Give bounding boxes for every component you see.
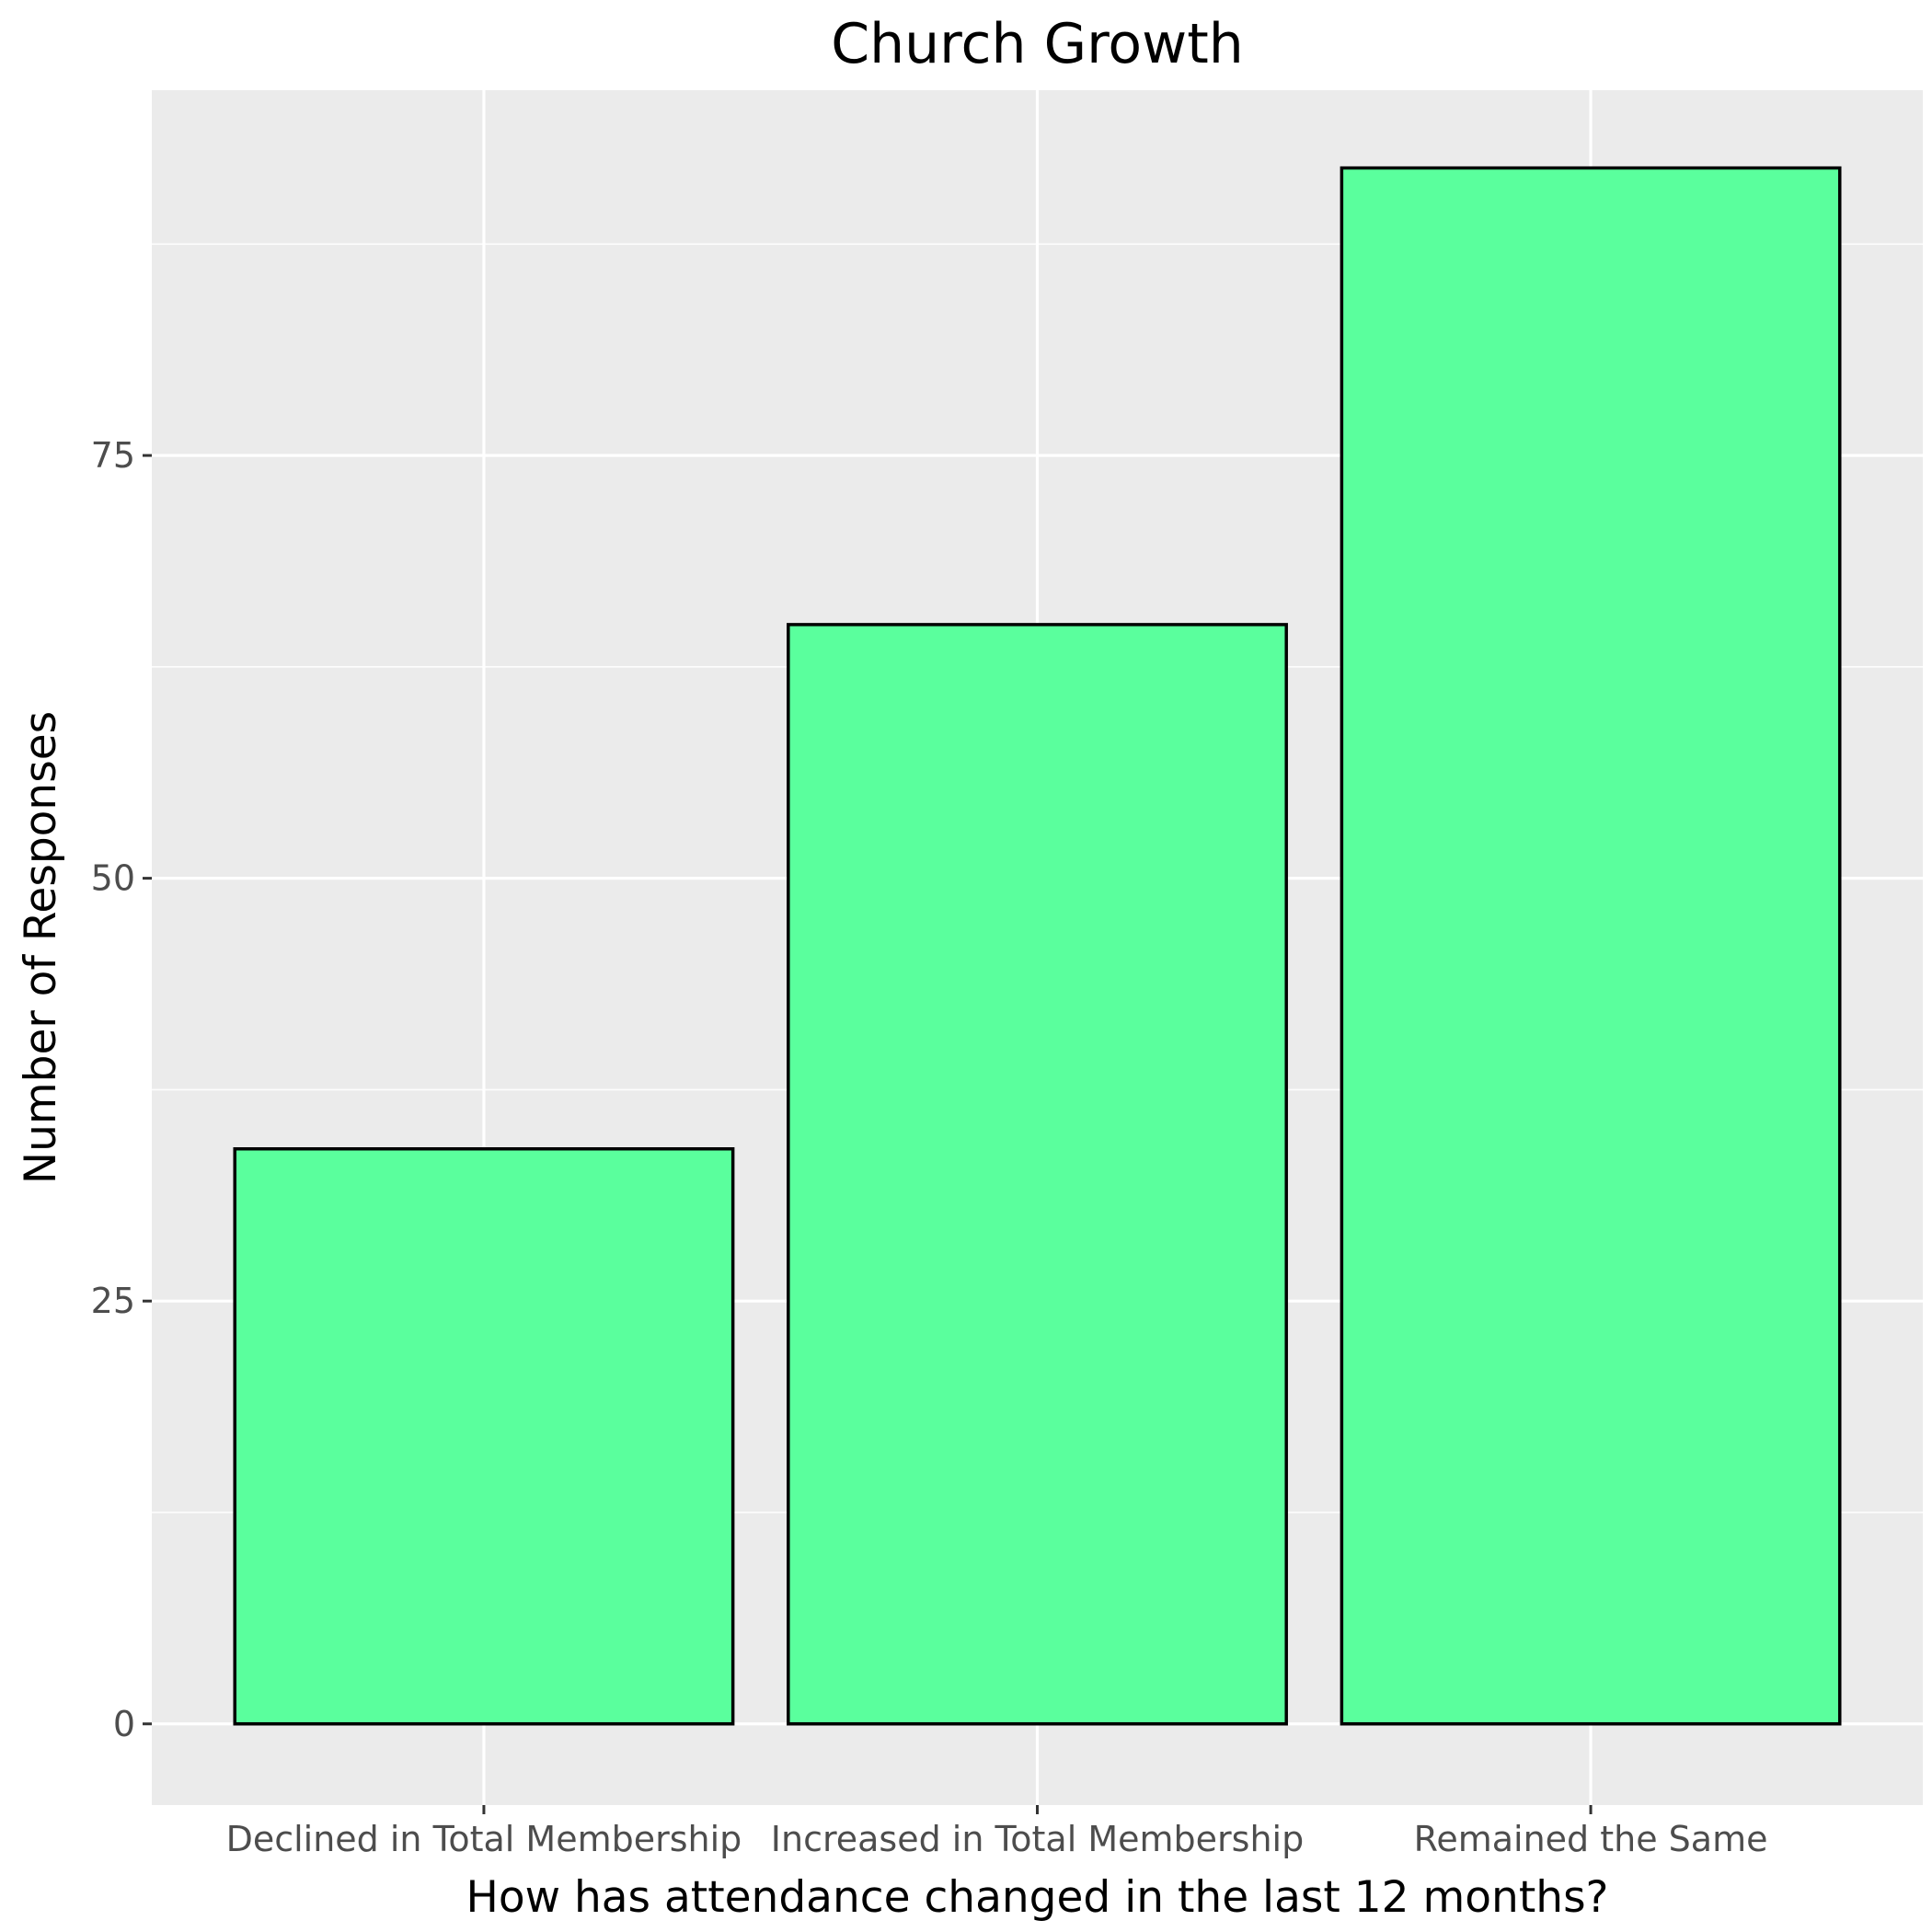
y-axis: 0 25 50 75 (91, 435, 152, 1744)
bar (1340, 166, 1842, 1726)
bar (787, 623, 1288, 1726)
bars (233, 166, 1842, 1726)
y-axis-title: Number of Responses (16, 711, 66, 1184)
x-tick-label: Declined in Total Membership (226, 1819, 742, 1859)
x-tick-label: Increased in Total Membership (771, 1819, 1304, 1859)
y-tick-label: 25 (91, 1281, 135, 1321)
y-tick-label: 75 (91, 435, 135, 476)
y-tick-label: 0 (113, 1704, 135, 1744)
x-axis-title: How has attendance changed in the last 1… (466, 1872, 1608, 1923)
x-tick-label: Remained the Same (1414, 1819, 1768, 1859)
y-tick-label: 50 (91, 858, 135, 899)
chart-title: Church Growth (831, 12, 1244, 76)
bar (233, 1147, 735, 1726)
x-axis: Declined in Total Membership Increased in… (226, 1805, 1768, 1859)
